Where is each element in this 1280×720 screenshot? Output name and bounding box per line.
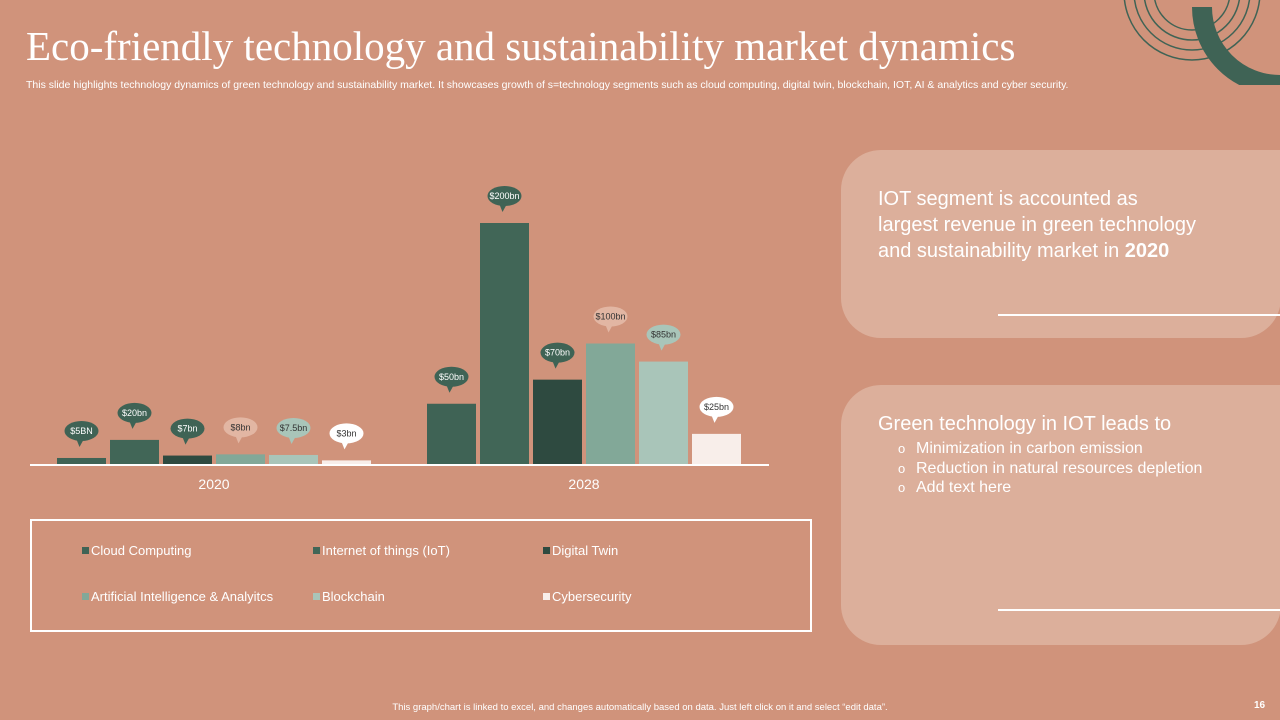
data-label-text: $25bn [704,402,729,412]
data-label-text: $100bn [595,312,625,322]
legend-label: Digital Twin [552,543,619,558]
benefits-title: Green technology in IOT leads to [878,413,1172,435]
data-label-2028-0: $50bn [434,366,469,393]
list-item: o Minimization in carbon emission [898,439,1202,459]
card-divider [998,314,1280,316]
bar-2020-1[interactable] [110,439,159,464]
data-label-2020-2: $7bn [170,418,205,445]
data-label-text: $7.5bn [280,423,308,433]
bar-2020-4[interactable] [269,454,318,464]
data-label-2028-5: $25bn [699,396,734,423]
bar-2028-1[interactable] [480,223,529,464]
legend-label: Internet of things (IoT) [322,543,450,558]
list-item-text: Add text here [916,479,1012,496]
x-tick-label: 2028 [568,476,599,492]
list-item: o Reduction in natural resources depletio… [898,459,1202,479]
data-label-2028-2: $70bn [540,342,575,369]
data-label-text: $5BN [70,426,93,436]
legend-label: Blockchain [322,589,385,604]
list-item-text: Reduction in natural resources depletion [916,459,1203,477]
page-number: 16 [1254,700,1266,711]
slide-subtitle: This slide highlights technology dynamic… [26,79,1069,91]
data-label-2020-3: $8bn [223,417,258,444]
data-label-2028-4: $85bn [646,324,681,351]
legend-item: Internet of things (IoT) [313,543,450,558]
list-item-text: Minimization in carbon emission [916,440,1143,457]
data-label-text: $3bn [336,428,356,438]
legend-item: Cybersecurity [543,589,631,604]
list-item: o Add text here [898,478,1202,498]
data-label-text: $200bn [489,191,519,201]
legend-item: Artificial Intelligence & Analyitcs [82,589,273,604]
data-label-2028-3: $100bn [593,306,628,333]
iot-revenue-text: IOT segment is accounted as largest reve… [878,188,1196,262]
legend-item: Blockchain [313,589,385,604]
bar-chart[interactable]: $5BN $20bn $7bn $8bn $7.5bn $3bn 2020 $50bn $200… [0,170,800,500]
bullet-icon: o [898,460,906,476]
data-label-2020-1: $20bn [117,402,152,429]
legend-label: Artificial Intelligence & Analyitcs [91,589,274,604]
data-label-2020-4: $7.5bn [276,417,311,444]
data-label-2020-5: $3bn [329,423,364,450]
data-label-2028-1: $200bn [487,186,522,212]
data-label-text: $50bn [439,372,464,382]
bar-2020-0[interactable] [57,457,106,464]
legend-swatch [82,593,89,600]
legend-swatch [543,547,550,554]
legend-swatch [313,547,320,554]
bar-2020-3[interactable] [216,454,265,464]
legend-swatch [313,593,320,600]
iot-benefits-card: Green technology in IOT leads to o Minimi… [841,385,1280,645]
bullet-icon: o [898,480,906,495]
bar-2028-3[interactable] [586,343,635,465]
card-divider [998,609,1280,611]
chart-footnote: This graph/chart is linked to excel, and… [392,702,888,713]
bar-2028-5[interactable] [692,433,741,464]
bar-2020-2[interactable] [163,455,212,464]
legend-item: Cloud Computing [82,543,191,558]
legend-item: Digital Twin [543,543,618,558]
data-label-text: $8bn [230,422,250,432]
legend-swatch [82,547,89,554]
bullet-icon: o [898,441,906,456]
data-label-text: $7bn [177,424,197,434]
slide-title: Eco-friendly technology and sustainabili… [26,23,1016,69]
data-label-text: $85bn [651,330,676,340]
decorative-arcs [1123,0,1280,85]
legend-label: Cloud Computing [91,543,192,558]
data-label-text: $20bn [122,408,147,418]
data-label-text: $70bn [545,348,570,358]
legend-label: Cybersecurity [552,589,632,604]
bar-2028-0[interactable] [427,403,476,464]
x-tick-label: 2020 [198,476,229,492]
iot-revenue-card: IOT segment is accounted as largest reve… [841,150,1280,338]
bar-2028-2[interactable] [533,379,582,464]
chart-legend: Cloud Computing Internet of things (IoT) D… [30,519,812,632]
bar-2020-5[interactable] [322,460,371,464]
data-label-2020-0: $5BN [64,420,99,447]
highlight-year: 2020 [1124,240,1170,262]
benefits-list: o Minimization in carbon emission o Reduct… [898,439,1202,498]
bar-2028-4[interactable] [639,361,688,464]
legend-swatch [543,593,550,600]
